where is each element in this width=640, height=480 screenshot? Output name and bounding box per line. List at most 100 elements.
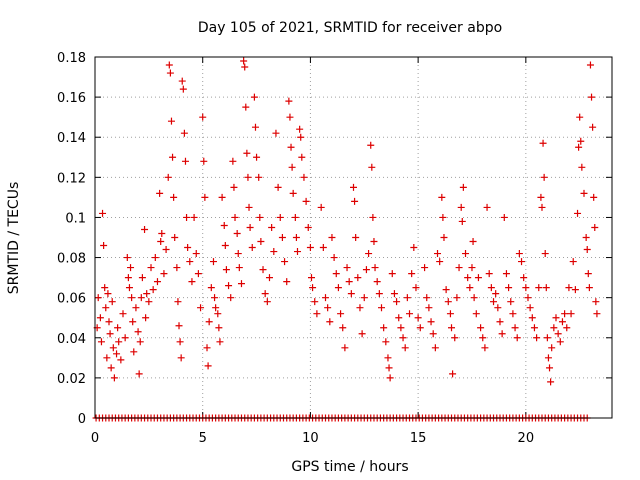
data-point [142,314,150,322]
data-point [397,324,405,332]
data-point [354,274,362,282]
data-point [184,244,192,252]
data-point [421,264,429,272]
data-point [513,334,521,342]
data-point [347,290,355,298]
data-point [108,298,116,306]
data-point [125,284,133,292]
data-point [367,141,375,149]
data-point [588,93,596,101]
data-point [183,213,191,221]
y-tick-label: 0.06 [57,292,86,307]
data-point [204,362,212,370]
x-tick-labels: 0 5 10 15 20 [91,431,534,446]
data-point [414,314,422,322]
data-point [256,213,264,221]
data-point [328,234,336,241]
data-point [209,258,217,266]
chart-title: Day 105 of 2021, SRMTID for receiver abp… [198,20,502,36]
data-point [265,274,273,282]
data-point [543,334,551,342]
data-point [170,193,178,201]
data-point [218,193,226,201]
data-point [233,229,241,237]
data-point [434,250,442,258]
data-point [345,278,353,286]
x-axis-label: GPS time / hours [291,459,408,475]
data-point [287,143,295,151]
data-point [127,264,135,272]
data-point [298,153,306,161]
data-point [339,324,347,332]
data-point [171,234,179,241]
y-tick-label: 0.12 [57,171,86,186]
data-point [244,173,252,181]
data-point [136,338,144,346]
plot-frame [94,56,613,419]
data-point [438,193,446,201]
y-tick-label: 0.08 [57,252,86,267]
data-point [296,125,304,133]
data-point [483,203,491,211]
data-point [439,213,447,221]
data-point [304,223,312,231]
data-point [302,197,310,205]
data-point [585,284,593,292]
data-point [145,298,153,306]
data-point [261,290,269,298]
data-point [341,344,349,352]
data-point [351,197,359,205]
data-point [481,344,489,352]
data-point [403,294,411,302]
data-point [317,203,325,211]
y-tick-label: 0.18 [57,51,86,66]
data-point [401,344,409,352]
data-point [446,310,454,318]
data-point [576,113,584,121]
data-point [173,264,181,272]
data-point [309,284,317,292]
data-point [479,334,487,342]
data-point [153,278,161,286]
data-point [356,304,364,312]
data-point [278,234,286,241]
data-point [179,85,187,93]
data-point [97,338,105,346]
data-point [542,284,550,292]
data-point [524,294,532,302]
data-point [192,250,200,258]
data-point [181,157,189,165]
data-point [157,238,165,246]
data-point [246,223,254,231]
data-point [255,173,263,181]
data-point [201,193,209,201]
data-point [569,258,577,266]
data-point [289,189,297,197]
data-point [270,248,278,256]
data-point [214,310,222,318]
data-point [464,274,472,282]
x-tick-label: 20 [518,431,535,446]
data-point [380,324,388,332]
data-point [580,189,588,197]
data-point [378,304,386,312]
data-point [129,318,137,326]
data-point [552,314,560,322]
data-point [533,334,541,342]
data-point [274,183,282,191]
data-point [263,298,271,306]
data-point [285,97,293,105]
data-point [457,203,465,211]
data-point [326,318,334,326]
data-point [253,153,261,161]
x-tick-label: 10 [302,431,319,446]
data-point [492,290,500,298]
data-point [205,318,213,326]
data-point [99,209,107,217]
data-point [592,298,600,306]
data-point [537,193,545,201]
data-point [444,298,452,306]
data-point [455,264,463,272]
y-tick-label: 0.02 [57,372,86,387]
